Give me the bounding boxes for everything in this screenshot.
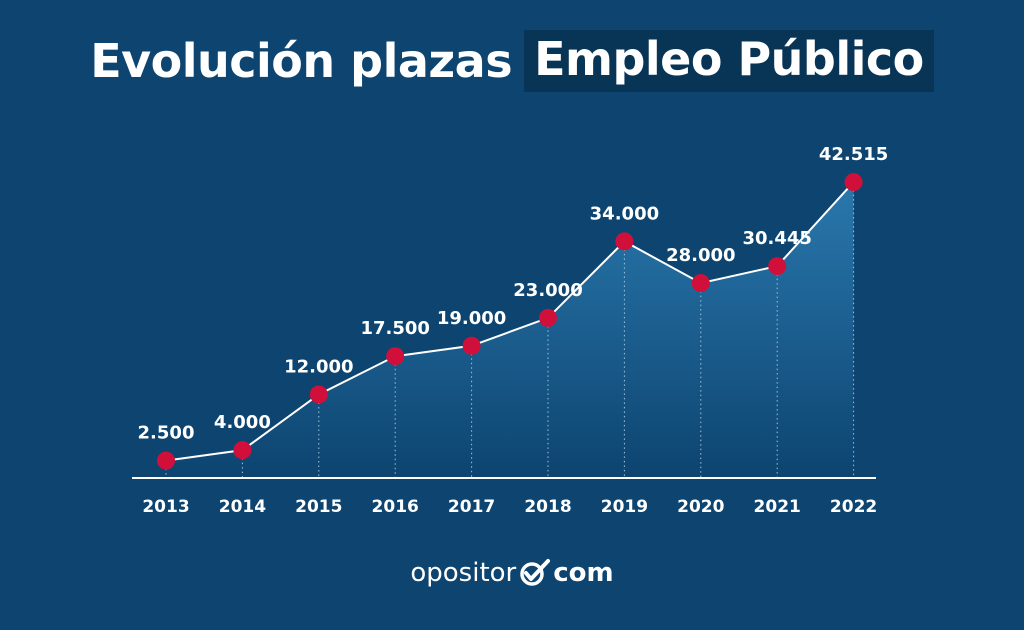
series-line	[165, 181, 855, 462]
x-tick-label: 2016	[372, 497, 419, 517]
data-point	[462, 336, 481, 355]
x-tick-label: 2021	[754, 497, 801, 517]
title-part-1: Evolución plazas	[90, 34, 513, 88]
data-label: 23.000	[513, 280, 582, 301]
page-title: Evolución plazas Empleo Público	[0, 30, 1024, 92]
data-point	[233, 441, 252, 460]
data-point	[309, 385, 328, 404]
data-point	[157, 451, 175, 470]
title-part-2: Empleo Público	[524, 30, 934, 92]
data-point	[539, 308, 557, 327]
data-label: 42.515	[819, 144, 888, 165]
x-tick-label: 2019	[601, 497, 648, 517]
data-label: 4.000	[214, 412, 271, 433]
data-label: 30.445	[742, 228, 811, 249]
data-point	[386, 347, 405, 366]
x-tick-label: 2014	[219, 497, 266, 517]
logo-text-left: opositor	[410, 558, 517, 588]
logo-text-right: com	[553, 558, 614, 588]
check-mark-icon	[520, 559, 551, 586]
data-label: 19.000	[437, 308, 506, 329]
x-tick-label: 2022	[830, 497, 877, 517]
data-label: 12.000	[284, 356, 353, 377]
x-tick-label: 2015	[295, 497, 342, 517]
data-label: 2.500	[138, 423, 195, 444]
data-label: 34.000	[590, 203, 659, 224]
data-point	[615, 232, 634, 251]
data-point	[768, 257, 787, 276]
x-tick-label: 2020	[677, 497, 724, 517]
data-label: 28.000	[666, 245, 735, 266]
x-tick-label: 2017	[448, 497, 495, 517]
x-tick-label: 2018	[524, 497, 571, 517]
series-area	[166, 182, 854, 479]
opositor-logo: opositor com	[0, 558, 1024, 588]
x-tick-label: 2013	[142, 497, 189, 517]
data-point	[844, 173, 863, 192]
data-label: 17.500	[360, 318, 429, 339]
data-point	[691, 274, 710, 293]
